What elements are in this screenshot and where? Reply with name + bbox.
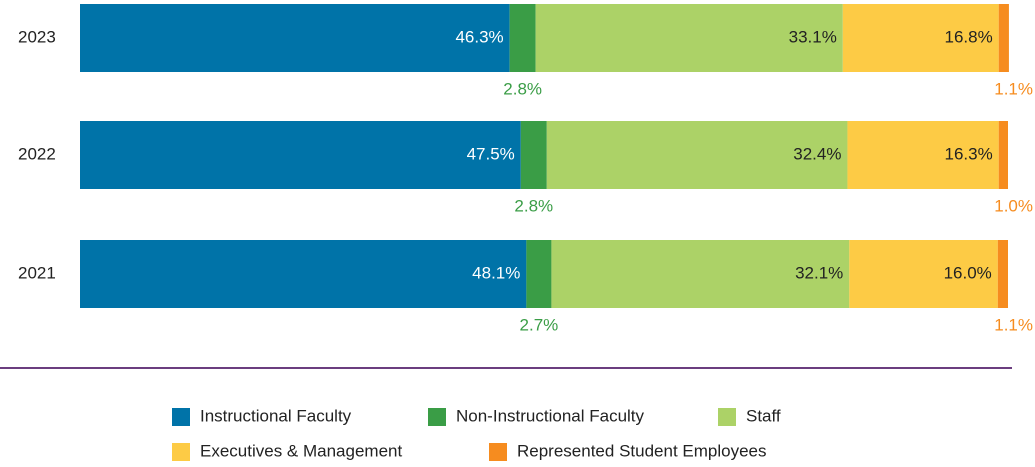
- bar-segment: [80, 240, 527, 308]
- bar-segment: [80, 4, 510, 72]
- legend-swatch: [489, 443, 507, 461]
- bar-segment: [535, 4, 843, 72]
- legend-swatch: [718, 408, 736, 426]
- legend-swatch: [172, 408, 190, 426]
- value-label: 48.1%: [472, 263, 520, 282]
- bar-segment: [551, 240, 850, 308]
- bar-segment: [520, 121, 547, 189]
- value-label: 32.1%: [795, 263, 843, 282]
- value-label: 33.1%: [789, 27, 837, 46]
- value-label: 1.0%: [994, 196, 1033, 215]
- y-tick-label: 2022: [18, 144, 56, 163]
- bar-segment: [526, 240, 552, 308]
- bar-segment: [509, 4, 536, 72]
- value-label: 2.8%: [503, 79, 542, 98]
- bar-segment: [849, 240, 998, 308]
- value-label: 47.5%: [467, 144, 515, 163]
- value-label: 16.3%: [945, 144, 993, 163]
- value-label: 16.8%: [945, 27, 993, 46]
- bar-segment: [998, 4, 1009, 72]
- bar-segment: [80, 121, 521, 189]
- bar-segment: [847, 121, 999, 189]
- bar-segment: [546, 121, 848, 189]
- value-label: 2.8%: [514, 196, 553, 215]
- legend-label: Instructional Faculty: [200, 406, 352, 425]
- value-label: 32.4%: [793, 144, 841, 163]
- legend-label: Non-Instructional Faculty: [456, 406, 645, 425]
- value-label: 1.1%: [994, 315, 1033, 334]
- value-label: 46.3%: [455, 27, 503, 46]
- y-tick-label: 2023: [18, 27, 56, 46]
- value-label: 16.0%: [944, 263, 992, 282]
- legend-label: Represented Student Employees: [517, 441, 767, 460]
- legend-swatch: [428, 408, 446, 426]
- y-tick-label: 2021: [18, 263, 56, 282]
- value-label: 1.1%: [994, 79, 1033, 98]
- bar-segment: [998, 121, 1008, 189]
- value-label: 2.7%: [520, 315, 559, 334]
- legend-label: Staff: [746, 406, 781, 425]
- bar-segment: [997, 240, 1008, 308]
- bar-segment: [842, 4, 999, 72]
- legend-swatch: [172, 443, 190, 461]
- legend-label: Executives & Management: [200, 441, 402, 460]
